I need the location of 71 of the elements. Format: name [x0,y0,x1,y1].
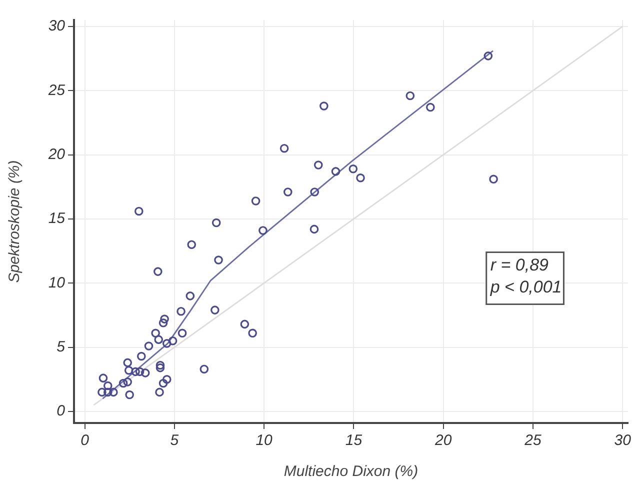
point [178,328,187,338]
y-tick-label: 20 [47,146,66,163]
point [98,374,108,382]
point [123,378,132,386]
point [156,360,165,370]
point [103,381,112,390]
point [140,368,150,378]
point [280,144,289,153]
point [212,218,221,228]
x-tick-label: 10 [256,432,274,450]
point [155,388,164,397]
point [210,306,220,314]
y-tick-label: 5 [56,338,66,356]
point [310,224,319,234]
point [144,342,154,350]
point [200,364,209,374]
point [158,378,168,388]
point [156,363,165,372]
point [406,91,415,100]
point [484,52,493,60]
point [314,160,323,170]
point [258,226,268,235]
y-tick-label: 0 [56,402,66,420]
point [331,167,340,176]
point [356,173,365,182]
point [134,206,144,216]
point [162,339,172,348]
point [176,306,186,316]
point [160,314,169,324]
annotation: r = 0,89 [490,256,550,275]
point [348,164,358,174]
x-tick-label: 5 [170,432,180,450]
point [158,318,168,328]
point [98,388,106,397]
y-tick-label: 25 [47,82,66,99]
x-axis-title: Multiecho Dixon (%) [284,463,418,480]
x-tick-label: 20 [434,432,452,450]
point [151,328,160,338]
point [186,292,195,300]
point [137,352,146,361]
y-tick-label: 10 [48,274,66,292]
point [214,256,223,264]
point [154,335,164,344]
x-tick-label: 25 [524,432,542,450]
y-axis-title: Spektroskopie (%) [6,160,24,283]
point [251,196,260,206]
point [125,390,134,400]
x-tick-label: 30 [614,432,632,450]
point [320,102,328,110]
point [240,320,250,329]
point [131,367,140,376]
point [248,328,257,338]
point [187,240,196,249]
point [168,336,178,346]
point [103,388,112,397]
point [154,267,162,276]
x-tick-label: 15 [345,432,363,450]
annotation: p < 0,001 [489,278,562,297]
x-tick-label: 0 [80,432,90,450]
y-tick-label: 30 [48,18,66,35]
point [426,102,435,112]
point [124,366,134,375]
point [489,174,498,184]
point [118,378,128,388]
point [283,188,292,196]
point [109,388,118,397]
point [135,367,144,376]
point [123,358,132,368]
point [310,188,320,196]
y-tick-label: 15 [48,210,66,228]
point [162,374,172,384]
